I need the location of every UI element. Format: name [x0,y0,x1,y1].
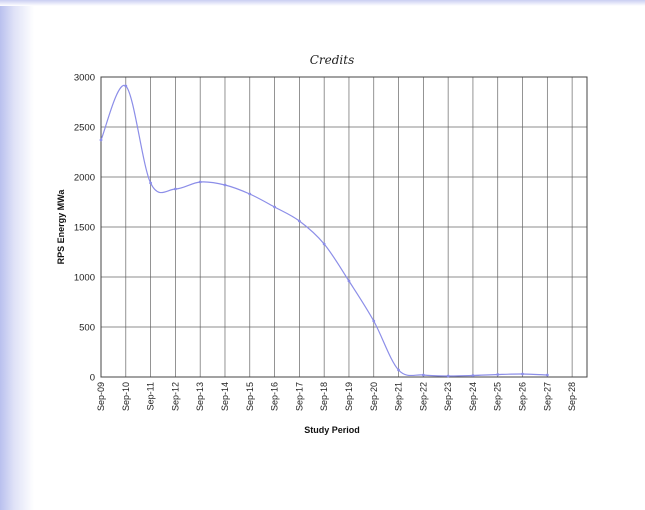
data-points [99,84,549,378]
data-point [149,181,152,185]
x-tick-label: Sep-12 [170,382,180,411]
data-point [545,373,549,377]
x-tick-label: Sep-27 [542,382,552,411]
y-tick-label: 500 [79,323,95,334]
x-tick-label: Sep-10 [121,382,131,411]
grid [100,76,587,378]
chart-title: Credits [310,53,355,67]
x-tick-label: Sep-26 [518,382,528,411]
x-tick-label: Sep-25 [493,382,503,411]
x-axis-ticks: Sep-09 Sep-10 Sep-11 Sep-12 Sep-13 Sep-14 Sep-… [96,382,577,411]
x-tick-label: Sep-23 [443,382,453,411]
x-tick-label: Sep-15 [245,382,255,411]
data-point [521,372,524,376]
data-point [223,183,227,187]
y-axis-label: RPS Energy MWa [56,189,66,265]
data-point [446,374,450,378]
data-point [99,138,103,142]
y-tick-label: 1000 [74,273,95,284]
data-point [496,373,500,376]
y-tick-label: 0 [90,373,95,384]
data-point [397,368,400,372]
x-tick-label: Sep-13 [195,382,205,411]
y-tick-label: 3000 [74,73,95,84]
data-point [347,279,351,283]
y-tick-label: 1500 [74,223,95,234]
x-tick-label: Sep-11 [146,382,156,410]
y-tick-label: 2500 [74,123,95,134]
x-tick-label: Sep-28 [567,382,577,411]
x-tick-label: Sep-20 [369,382,379,411]
slide-top-band [0,0,645,6]
data-point [198,180,202,184]
y-tick-label: 2000 [74,173,95,184]
x-tick-label: Sep-17 [294,382,304,411]
x-tick-label: Sep-21 [394,382,404,411]
x-tick-label: Sep-14 [220,382,230,411]
x-tick-label: Sep-18 [319,382,329,411]
data-point [421,373,425,377]
y-axis-ticks: 0 500 1000 1500 2000 2500 3000 [74,73,95,384]
data-point [124,84,128,88]
data-point [273,205,276,209]
x-axis-label: Study Period [304,425,360,435]
data-point [322,242,326,246]
data-point [471,374,475,377]
data-point [297,219,301,223]
plot-area [100,76,588,378]
data-point [173,187,177,191]
data-point [372,319,376,323]
x-tick-label: Sep-24 [468,382,478,411]
x-tick-label: Sep-09 [96,382,106,411]
data-point [248,192,252,196]
x-tick-label: Sep-19 [344,382,354,411]
x-tick-label: Sep-16 [270,382,280,411]
x-tick-label: Sep-22 [418,382,428,411]
